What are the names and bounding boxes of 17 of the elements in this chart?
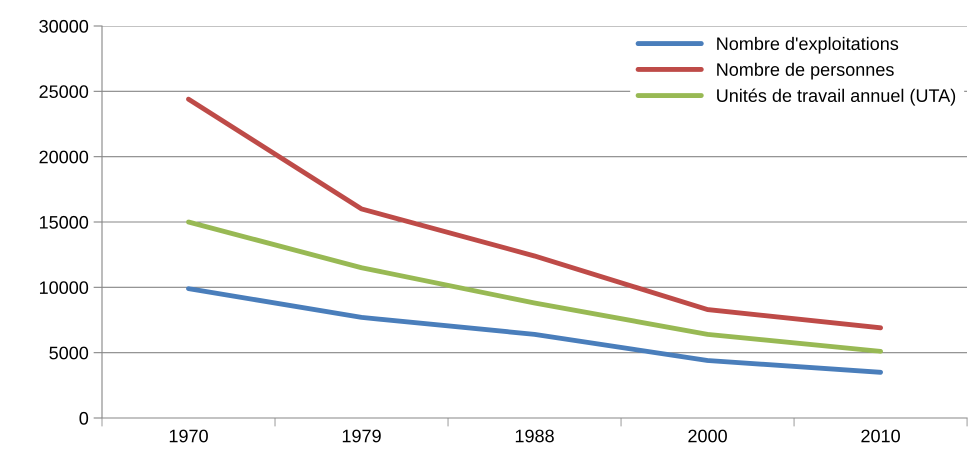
line-series <box>186 286 883 375</box>
y-tick-label: 15000 <box>40 216 88 229</box>
x-tick-label: 1970 <box>170 430 208 442</box>
legend-label: Nombre d'exploitations <box>717 36 898 54</box>
y-tick-label: 20000 <box>40 150 88 164</box>
legend-label: Nombre de personnes <box>717 62 894 80</box>
y-tick-label: 5000 <box>49 346 88 360</box>
y-tick-label: 25000 <box>40 85 88 98</box>
y-tick-label: 30000 <box>39 20 88 33</box>
y-tick-label: 0 <box>79 412 88 425</box>
line-series <box>186 220 883 354</box>
x-tick-label: 2010 <box>861 430 900 442</box>
x-tick-label: 1979 <box>342 430 381 442</box>
y-tick-label: 10000 <box>40 281 88 294</box>
x-tick-label: 2000 <box>688 430 727 442</box>
x-tick-label: 1988 <box>516 430 554 442</box>
legend-label: Unités de travail annuel (UTA) <box>717 88 956 106</box>
